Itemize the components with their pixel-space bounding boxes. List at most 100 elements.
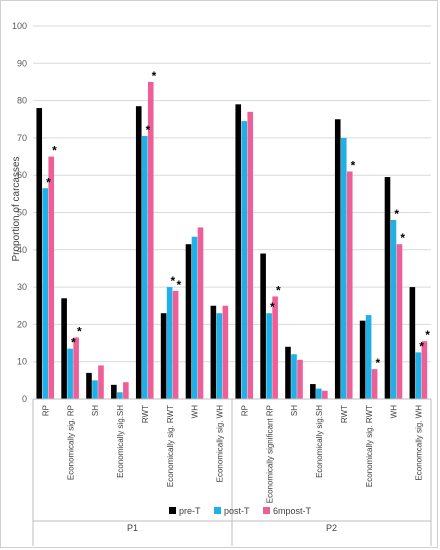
category-label: SH <box>290 405 299 416</box>
significance-star: * <box>419 339 424 353</box>
significance-star: * <box>152 69 157 83</box>
legend-swatch <box>263 507 270 514</box>
bar-pre-t <box>310 384 316 399</box>
bar-6mpost-t <box>73 337 79 399</box>
bar-post-t <box>216 313 223 399</box>
y-axis-ticks: 0 10 20 30 40 50 60 70 80 90 100 <box>12 21 27 404</box>
bar-post-t <box>241 121 248 400</box>
bar-post-t <box>191 236 198 399</box>
bar-post-t <box>365 315 372 399</box>
category-label: Economically sig.SH <box>315 405 324 478</box>
bar-pre-t <box>384 177 391 399</box>
significance-star: * <box>146 123 151 137</box>
bar-6mpost-t <box>197 227 204 399</box>
bar-pre-t <box>111 384 117 399</box>
legend-label: post-T <box>224 506 250 516</box>
significance-star: * <box>46 175 51 189</box>
bar-post-t <box>316 388 322 399</box>
bar-6mpost-t <box>322 390 328 399</box>
group-labels: P1 P2 <box>127 523 337 533</box>
x-axis <box>32 398 432 546</box>
significance-star: * <box>375 356 380 370</box>
bar-pre-t <box>359 320 366 399</box>
significance-star: * <box>71 336 76 350</box>
bar-pre-t <box>409 287 416 399</box>
category-label: Economically sig. RWT <box>166 405 175 487</box>
bar-6mpost-t <box>247 111 254 399</box>
bar-6mpost-t <box>297 359 303 399</box>
category-label: Economcally sig. WH <box>415 405 424 481</box>
bar-pre-t <box>160 313 167 399</box>
legend-swatch <box>214 507 221 514</box>
bar-pre-t <box>86 372 92 399</box>
significance-star: * <box>425 328 430 342</box>
legend-label: pre-T <box>179 506 201 516</box>
bar-post-t <box>67 348 73 399</box>
category-label: Economically sig. WH <box>216 405 225 483</box>
y-tick-label: 50 <box>17 208 27 218</box>
significance-star: * <box>351 158 356 172</box>
bars <box>36 81 428 400</box>
y-tick-label: 60 <box>17 170 27 180</box>
y-tick-label: 90 <box>17 58 27 68</box>
bar-post-t <box>266 313 272 399</box>
bar-6mpost-t <box>222 305 229 399</box>
y-tick-label: 80 <box>17 96 27 106</box>
bar-post-t <box>92 380 98 399</box>
bar-post-t <box>291 354 297 399</box>
bar-pre-t <box>135 106 142 399</box>
category-label: Economically sig.SH <box>116 405 125 478</box>
group-label: P2 <box>326 523 337 533</box>
y-tick-label: 40 <box>17 245 27 255</box>
category-label: RP <box>41 405 50 416</box>
bar-post-t <box>415 352 422 399</box>
bar-6mpost-t <box>147 81 154 399</box>
category-label: WH <box>191 405 200 419</box>
category-label: WH <box>390 405 399 419</box>
y-tick-label: 30 <box>17 282 27 292</box>
category-label: Economically sig. RWT <box>365 405 374 487</box>
significance-star: * <box>52 144 57 158</box>
y-tick-label: 100 <box>12 21 27 31</box>
significance-star: * <box>394 207 399 221</box>
significance-star: * <box>276 283 281 297</box>
y-tick-label: 20 <box>17 319 27 329</box>
bar-6mpost-t <box>48 156 55 399</box>
significance-markers: ******* ********* <box>46 69 430 370</box>
legend: pre-T post-T 6mpost-T <box>169 506 312 516</box>
y-tick-label: 10 <box>17 357 27 367</box>
group-label: P1 <box>127 523 138 533</box>
significance-star: * <box>176 278 181 292</box>
bar-6mpost-t <box>421 341 428 399</box>
bar-6mpost-t <box>172 290 179 399</box>
significance-star: * <box>400 231 405 245</box>
bar-post-t <box>166 287 173 399</box>
bar-pre-t <box>36 108 43 399</box>
bar-post-t <box>141 136 148 399</box>
bar-post-t <box>117 392 123 399</box>
bar-pre-t <box>260 253 266 399</box>
significance-star: * <box>270 300 275 314</box>
category-label: RWT <box>340 405 349 423</box>
significance-star: * <box>170 274 175 288</box>
y-axis-label: Proportion of carcasses <box>11 156 22 261</box>
bar-pre-t <box>61 298 67 399</box>
bar-pre-t <box>185 244 192 399</box>
category-label: Economically sig. RP <box>66 405 75 480</box>
legend-label: 6mpost-T <box>273 506 312 516</box>
bar-pre-t <box>210 305 217 399</box>
y-tick-label: 70 <box>17 133 27 143</box>
bar-6mpost-t <box>272 296 278 399</box>
bar-pre-t <box>285 346 291 399</box>
bar-6mpost-t <box>371 369 378 399</box>
category-label: Economically significant RP <box>265 405 274 503</box>
bar-pre-t <box>334 119 341 399</box>
bar-6mpost-t <box>98 365 104 399</box>
bar-6mpost-t <box>123 382 129 399</box>
bar-post-t <box>42 188 49 399</box>
category-label: RWT <box>141 405 150 423</box>
category-labels: RP Economically sig. RP SH Economically sig… <box>41 405 423 503</box>
category-label: RP <box>240 405 249 416</box>
bar-post-t <box>340 137 347 399</box>
